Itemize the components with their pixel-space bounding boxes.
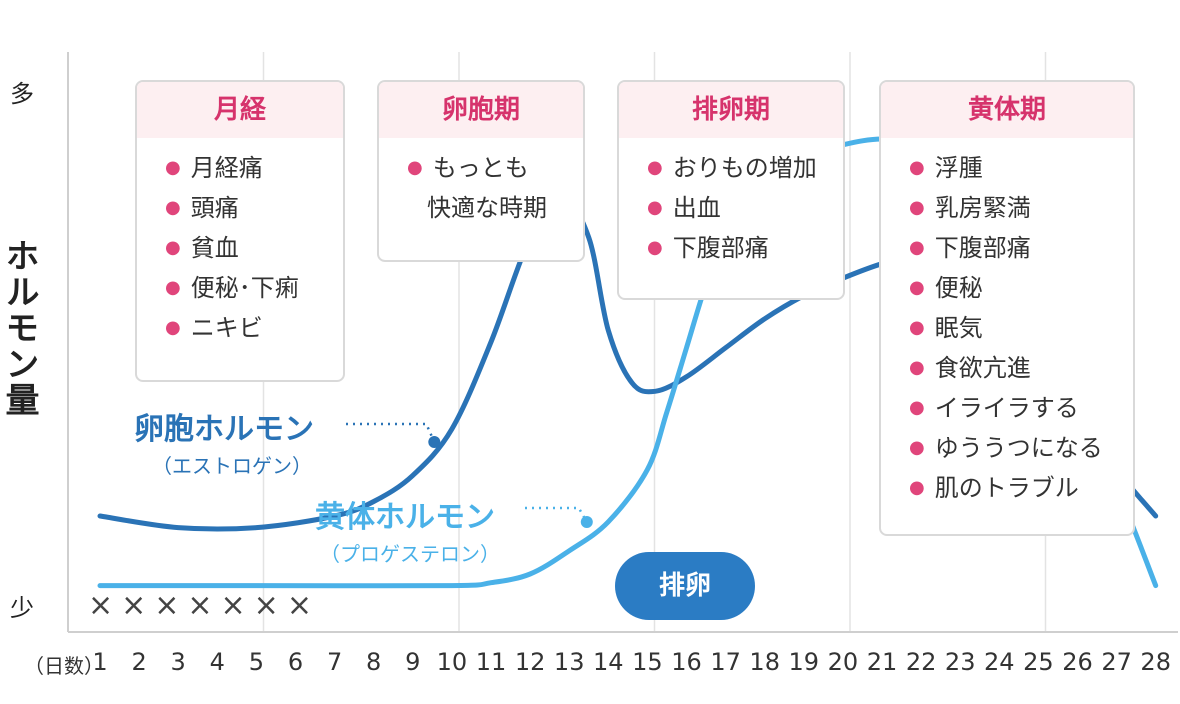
x-tick-label: 1 — [92, 648, 107, 676]
symptom-item: ● 眠気 — [909, 314, 983, 342]
x-tick-label: 27 — [1101, 648, 1132, 676]
progesterone-leader — [525, 506, 588, 523]
x-tick-label: 25 — [1023, 648, 1054, 676]
estrogen-anchor-dot — [428, 436, 441, 448]
bullet-icon: ● — [165, 157, 181, 178]
progesterone-label: 黄体ホルモン — [315, 500, 495, 535]
x-tick-labels: 1 2 3 4 5 6 7 8 9 10 11 12 13 14 15 16 17 18 19 20 21 22 23 24 2… — [92, 648, 1171, 676]
bullet-icon: ● — [909, 237, 925, 258]
x-tick-label: 13 — [554, 648, 585, 676]
x-tick-label: 12 — [515, 648, 546, 676]
progesterone-sublabel: （プロゲステロン） — [320, 542, 500, 566]
x-tick-label: 20 — [828, 648, 859, 676]
symptom-item: ● 月経痛 — [165, 154, 263, 182]
symptom-list: ● おりもの増加 ● 出血 ● 下腹部痛 — [619, 138, 843, 268]
x-tick-label: 24 — [984, 648, 1015, 676]
x-tick-label: 9 — [405, 648, 420, 676]
estrogen-label: 卵胞ホルモン — [134, 412, 314, 447]
y-axis-title: ホルモン量 — [0, 238, 39, 418]
bullet-icon: ● — [909, 357, 925, 378]
symptom-item: ● 貧血 — [165, 234, 239, 262]
x-tick-label: 28 — [1140, 648, 1171, 676]
bullet-icon: ● — [647, 197, 663, 218]
symptom-item: ● イライラする — [909, 394, 1079, 422]
symptom-item: ● 下腹部痛 — [647, 234, 769, 262]
label-leaders — [346, 422, 593, 528]
y-top-label: 多 — [10, 80, 34, 108]
bullet-icon: ● — [909, 437, 925, 458]
x-tick-label: 5 — [249, 648, 264, 676]
phase-title: 黄体期 — [881, 82, 1133, 138]
symptom-item: ● ゆううつになる — [909, 434, 1103, 462]
x-tick-label: 23 — [945, 648, 976, 676]
bullet-icon: ● — [165, 317, 181, 338]
x-tick-label: 16 — [671, 648, 702, 676]
y-bottom-label: 少 — [10, 594, 34, 622]
x-tick-label: 21 — [867, 648, 898, 676]
symptom-list: ● もっとも 快適な時期 — [379, 138, 583, 228]
x-tick-label: 17 — [710, 648, 741, 676]
symptom-list: ● 月経痛 ● 頭痛 ● 貧血 ● 便秘･下痢 ● ニキビ — [137, 138, 343, 348]
x-tick-label: 7 — [327, 648, 342, 676]
symptom-list: ● 浮腫 ● 乳房緊満 ● 下腹部痛 ● 便秘 ● 眠気 ● 食欲亢進 ● イライラする ● ゆ… — [881, 138, 1133, 508]
phase-box-follicular: 卵胞期 ● もっとも 快適な時期 — [377, 80, 585, 262]
bullet-icon: ● — [909, 277, 925, 298]
bullet-icon: ● — [909, 397, 925, 418]
x-tick-label: 6 — [288, 648, 303, 676]
x-axis-title: （日数） — [24, 654, 104, 678]
bullet-icon: ● — [165, 197, 181, 218]
symptom-item: ● 肌のトラブル — [909, 474, 1079, 502]
bullet-icon: ● — [647, 237, 663, 258]
symptom-item: ● 下腹部痛 — [909, 234, 1031, 262]
x-tick-label: 14 — [593, 648, 624, 676]
symptom-item: ● 頭痛 — [165, 194, 239, 222]
symptom-item: ● もっとも — [407, 154, 529, 182]
symptom-item: ● ニキビ — [165, 314, 263, 342]
phase-title: 月経 — [137, 82, 343, 138]
x-tick-label: 15 — [632, 648, 663, 676]
phase-box-ovulation: 排卵期 ● おりもの増加 ● 出血 ● 下腹部痛 — [617, 80, 845, 300]
x-tick-label: 18 — [749, 648, 780, 676]
x-tick-label: 8 — [366, 648, 381, 676]
menstruation-marks: ××××××× — [88, 588, 320, 623]
bullet-icon: ● — [909, 197, 925, 218]
bullet-icon: ● — [407, 157, 423, 178]
symptom-item: ● 便秘 — [909, 274, 983, 302]
symptom-item: ● 食欲亢進 — [909, 354, 1031, 382]
x-tick-label: 11 — [476, 648, 507, 676]
bullet-icon: ● — [165, 237, 181, 258]
symptom-item: ● 乳房緊満 — [909, 194, 1031, 222]
bullet-icon: ● — [909, 317, 925, 338]
x-tick-label: 2 — [131, 648, 146, 676]
bullet-icon: ● — [909, 477, 925, 498]
x-tick-label: 3 — [171, 648, 186, 676]
bullet-icon: ● — [165, 277, 181, 298]
symptom-item: ● 便秘･下痢 — [165, 274, 299, 302]
ovulation-badge: 排卵 — [615, 552, 755, 620]
x-tick-label: 26 — [1062, 648, 1093, 676]
x-tick-label: 22 — [906, 648, 937, 676]
symptom-item: ● 浮腫 — [909, 154, 983, 182]
phase-box-luteal: 黄体期 ● 浮腫 ● 乳房緊満 ● 下腹部痛 ● 便秘 ● 眠気 ● 食欲亢進 ● イライラす… — [879, 80, 1135, 536]
symptom-item: ● おりもの増加 — [647, 154, 817, 182]
estrogen-sublabel: （エストロゲン） — [152, 454, 312, 478]
phase-title: 排卵期 — [619, 82, 843, 138]
symptom-item-continuation: 快適な時期 — [427, 194, 547, 222]
x-tick-label: 19 — [789, 648, 820, 676]
estrogen-leader — [346, 422, 436, 443]
phase-box-menstruation: 月経 ● 月経痛 ● 頭痛 ● 貧血 ● 便秘･下痢 ● ニキビ — [135, 80, 345, 382]
symptom-item: ● 出血 — [647, 194, 721, 222]
x-tick-label: 10 — [437, 648, 468, 676]
x-tick-label: 4 — [210, 648, 225, 676]
progesterone-anchor-dot — [580, 516, 593, 528]
phase-title: 卵胞期 — [379, 82, 583, 138]
bullet-icon: ● — [909, 157, 925, 178]
bullet-icon: ● — [647, 157, 663, 178]
